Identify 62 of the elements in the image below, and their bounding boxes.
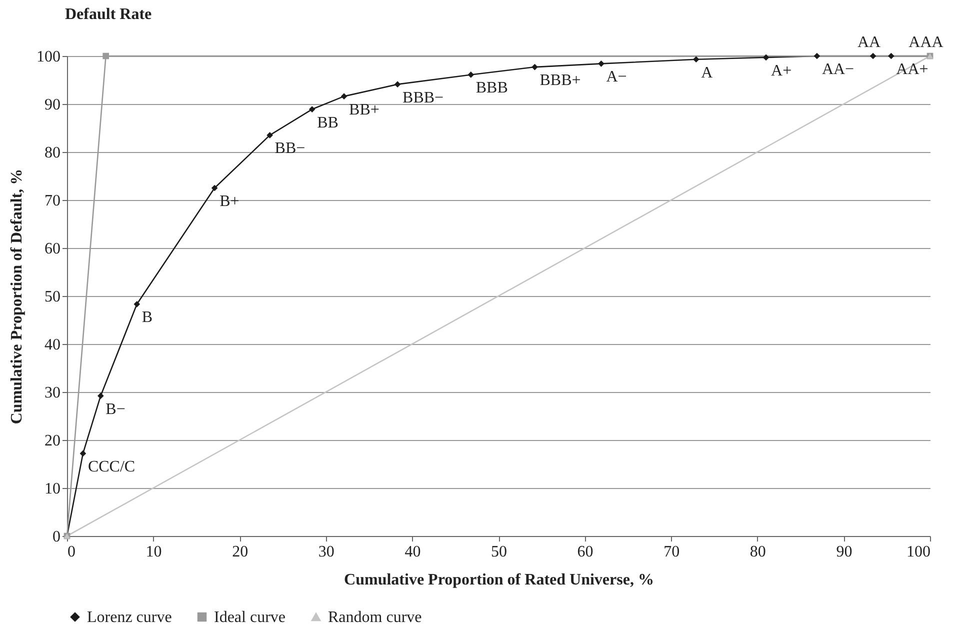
annotation: AA+ [896, 61, 928, 78]
annotation: BB− [274, 140, 306, 158]
point [468, 72, 474, 78]
point [134, 301, 140, 308]
annotation: A [701, 64, 714, 82]
point [692, 56, 700, 63]
point [266, 132, 273, 138]
point [870, 52, 876, 60]
annotation: AAA [908, 34, 944, 51]
annotation: BB+ [349, 101, 380, 118]
y-tick-label: 100 [36, 48, 60, 66]
x-tick-label: 20 [232, 544, 248, 560]
x-axis-title: Cumulative Proportion of Rated Universe, % [344, 572, 654, 588]
point [888, 52, 894, 60]
y-tick-label: 20 [44, 432, 60, 450]
x-tick-label: 0 [68, 544, 76, 560]
y-tick-label: 0 [52, 528, 60, 546]
chart-title: Default Rate [65, 6, 152, 23]
point [340, 93, 348, 100]
annotation: B+ [220, 193, 240, 210]
annotation: A+ [771, 62, 792, 80]
annotation: BBB+ [540, 72, 581, 90]
point [97, 392, 104, 399]
point [80, 450, 86, 457]
point [102, 52, 109, 60]
annotation: BBB [476, 80, 508, 97]
x-tick-label: 40 [404, 544, 421, 560]
y-tick-label: 50 [44, 288, 60, 306]
point [308, 106, 316, 112]
annotation: CCC/C [88, 458, 136, 476]
annotation: B− [106, 400, 126, 418]
annotation: AA− [822, 61, 854, 78]
x-tick-label: 80 [750, 544, 766, 560]
annotation: BB [317, 114, 338, 132]
legend-label: Lorenz curve [87, 609, 172, 626]
x-tick-label: 50 [491, 544, 507, 560]
y-tick-label: 60 [44, 240, 60, 258]
point [394, 81, 401, 88]
y-tick-label: 90 [44, 96, 60, 114]
point [598, 60, 604, 67]
point [814, 52, 820, 60]
legend-label: Random curve [328, 609, 422, 626]
y-axis-title: Cumulative Proportion of Default, % [8, 168, 26, 424]
x-tick-label: 70 [664, 544, 680, 560]
y-tick-label: 70 [44, 192, 60, 210]
point [532, 64, 538, 70]
annotation: B [142, 309, 153, 326]
annotation: A− [606, 68, 627, 86]
x-tick-label: 90 [836, 544, 852, 560]
y-tick-label: 80 [44, 144, 60, 162]
y-tick-label: 30 [44, 384, 60, 402]
x-tick-label: 100 [906, 544, 930, 560]
x-tick-label: 60 [577, 544, 594, 560]
annotation: AA [857, 34, 882, 51]
x-tick-label: 10 [146, 544, 162, 560]
point [211, 184, 218, 192]
x-tick-label: 30 [318, 544, 334, 560]
annotation: BBB− [402, 89, 444, 106]
y-tick-label: 10 [44, 480, 60, 498]
legend-label: Ideal curve [214, 609, 286, 626]
point [762, 54, 770, 61]
y-tick-label: 40 [44, 336, 60, 354]
